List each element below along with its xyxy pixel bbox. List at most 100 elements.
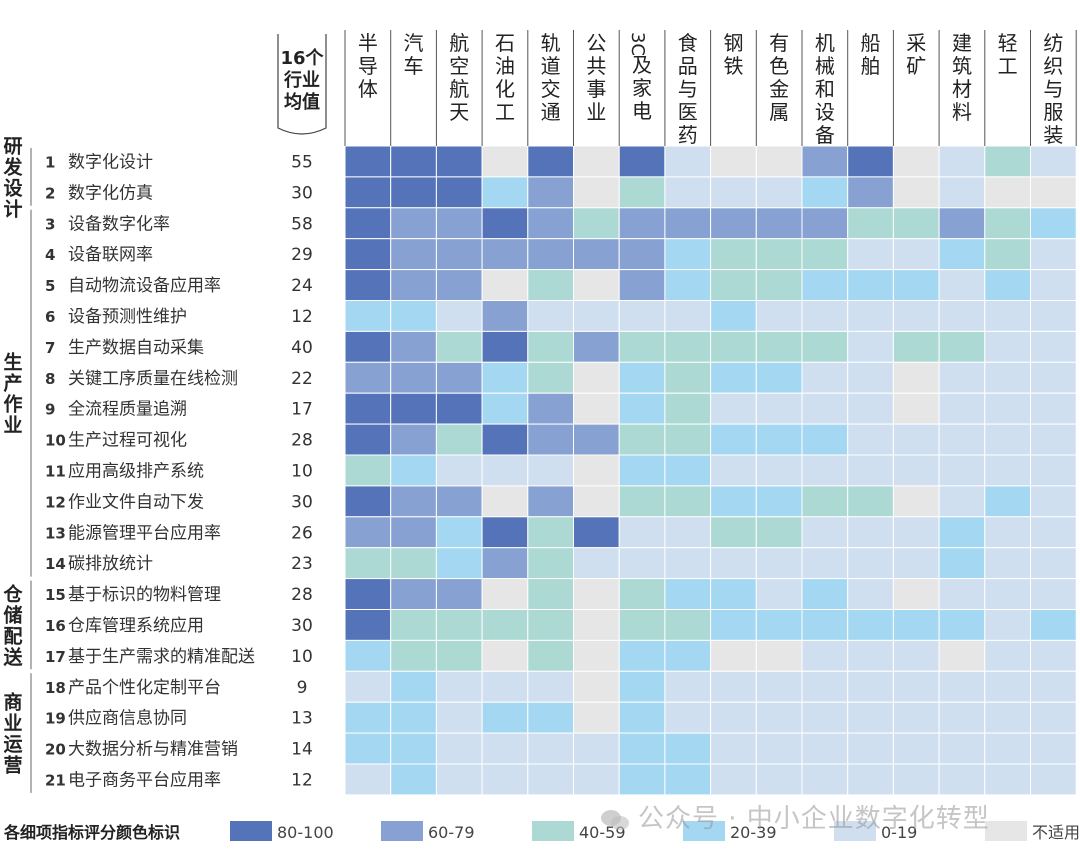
heat-cell <box>710 207 757 240</box>
wechat-icon <box>601 809 629 830</box>
heat-cell <box>573 269 620 302</box>
indicator-average: 30 <box>291 183 313 203</box>
svg-text:产: 产 <box>3 372 22 395</box>
heat-cell <box>1030 701 1077 734</box>
heat-cell <box>573 485 620 518</box>
indicator-label: 能源管理平台应用率 <box>68 523 221 543</box>
heat-cell <box>984 454 1031 487</box>
indicator-number: 13 <box>45 524 66 542</box>
heat-cell <box>710 423 757 456</box>
legend-swatch <box>230 821 272 841</box>
heat-cell <box>435 516 483 549</box>
heat-cell <box>847 763 894 796</box>
indicator-average: 58 <box>291 214 313 234</box>
heat-cell <box>435 454 483 487</box>
heat-cell <box>664 609 712 641</box>
heat-cell <box>390 392 437 425</box>
svg-text:家: 家 <box>632 76 652 100</box>
heat-cell <box>618 330 666 363</box>
heat-cell <box>573 207 620 240</box>
heat-cell <box>618 361 666 394</box>
heat-cell <box>1030 361 1077 394</box>
heat-cell <box>1030 485 1077 518</box>
heat-cell <box>573 578 620 610</box>
heat-cell <box>1030 330 1077 363</box>
heat-cell <box>344 639 392 672</box>
heat-cell <box>984 578 1031 610</box>
heat-cell <box>1030 207 1077 240</box>
heat-cell <box>755 670 803 703</box>
svg-text:轻: 轻 <box>998 31 1018 55</box>
heat-cell <box>481 176 529 209</box>
heat-cell <box>527 516 574 549</box>
svg-text:备: 备 <box>815 123 835 147</box>
heat-cell <box>573 454 620 487</box>
heat-cell <box>573 145 620 178</box>
legend-label: 20-39 <box>730 823 777 842</box>
heat-cell <box>984 207 1031 240</box>
indicator-number: 3 <box>45 215 55 233</box>
heat-cell <box>618 763 666 796</box>
heat-cell <box>938 361 986 394</box>
heat-cell <box>984 392 1031 425</box>
heat-cell <box>481 423 529 456</box>
heat-cell <box>710 701 757 734</box>
svg-text:食: 食 <box>678 31 698 55</box>
heat-cell <box>573 361 620 394</box>
indicator-label: 生产过程可视化 <box>68 431 187 451</box>
heat-cell <box>527 392 574 425</box>
heat-cell <box>435 207 483 240</box>
indicator-average: 10 <box>291 461 313 481</box>
indicator-number: 17 <box>45 648 66 666</box>
svg-text:业: 业 <box>3 713 22 735</box>
heat-cell <box>755 732 803 765</box>
heat-cell <box>1030 145 1077 178</box>
heat-cell <box>481 578 529 610</box>
heat-cell <box>435 145 483 178</box>
heat-cell <box>938 145 986 178</box>
heat-cell <box>618 454 666 487</box>
legend-swatch <box>985 821 1027 841</box>
heat-cell <box>892 361 940 394</box>
indicator-average: 9 <box>297 678 308 698</box>
indicator-number: 21 <box>45 771 66 789</box>
legend-swatch <box>834 821 876 841</box>
heat-cell <box>801 670 849 703</box>
average-bracket <box>277 34 327 135</box>
heat-cell <box>344 609 392 641</box>
heat-cell <box>390 516 437 549</box>
indicator-label: 供应商信息协同 <box>68 709 187 729</box>
svg-text:设: 设 <box>3 177 22 199</box>
heat-cell <box>618 485 666 518</box>
svg-text:设: 设 <box>815 100 835 124</box>
heat-cell <box>801 732 849 765</box>
heat-cell <box>527 485 574 518</box>
heat-cell <box>344 361 392 394</box>
heat-cell <box>755 578 803 610</box>
svg-text:及: 及 <box>632 53 652 77</box>
heat-cell <box>755 609 803 641</box>
heat-cell <box>801 763 849 796</box>
industry-header: 半导体 <box>358 31 378 101</box>
heat-cell <box>344 701 392 734</box>
heat-cell <box>435 300 483 332</box>
svg-text:电: 电 <box>632 99 652 123</box>
svg-text:采: 采 <box>906 31 926 55</box>
heat-cell <box>618 423 666 456</box>
heat-cell <box>344 300 392 332</box>
heat-cell <box>938 238 986 271</box>
heat-cell <box>664 300 712 332</box>
indicator-average: 55 <box>291 152 313 172</box>
heat-cell <box>892 238 940 271</box>
heat-cell <box>755 238 803 271</box>
heat-cell <box>573 670 620 703</box>
heat-cell <box>755 547 803 580</box>
heat-cell <box>710 485 757 518</box>
heat-cell <box>664 176 712 209</box>
watermark-text: 公众号 · 中小企业数字化转型 <box>638 804 990 834</box>
heat-cell <box>801 269 849 302</box>
heat-cell <box>710 732 757 765</box>
